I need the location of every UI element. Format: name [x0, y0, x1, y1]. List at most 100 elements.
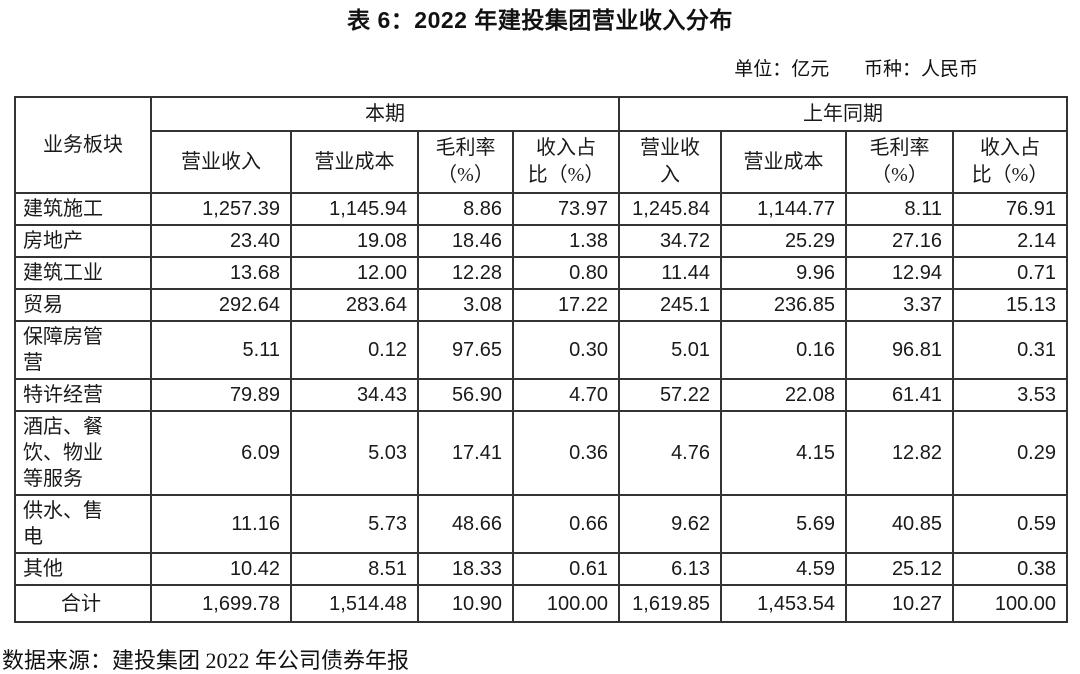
value-cell: 96.81: [845, 320, 954, 380]
value-cell: 2.14: [952, 224, 1068, 258]
value-cell: 0.38: [952, 552, 1068, 586]
segment-cell: 合计: [14, 584, 152, 623]
value-cell: 56.90: [417, 378, 514, 412]
value-cell: 236.85: [720, 288, 847, 322]
segment-cell: 供水、售 电: [14, 494, 152, 554]
value-cell: 100.00: [952, 584, 1068, 623]
value-cell: 8.86: [417, 192, 514, 226]
segment-cell: 贸易: [14, 288, 152, 322]
segment-cell: 特许经营: [14, 378, 152, 412]
table-total-row: 合计 1,699.78 1,514.48 10.90 100.00 1,619.85 1,4…: [14, 584, 1068, 623]
value-cell: 5.73: [290, 494, 419, 554]
value-cell: 8.51: [290, 552, 419, 586]
table-row: 贸易 292.64 283.64 3.08 17.22 245.1 236.85 3.37 15…: [14, 288, 1068, 322]
segment-cell: 建筑施工: [14, 192, 152, 226]
value-cell: 73.97: [512, 192, 620, 226]
table-row: 保障房管 营 5.11 0.12 97.65 0.30 5.01 0.16 96.81 0.31: [14, 320, 1068, 380]
value-cell: 9.62: [618, 494, 722, 554]
value-cell: 22.08: [720, 378, 847, 412]
value-cell: 0.12: [290, 320, 419, 380]
value-cell: 6.09: [150, 410, 292, 496]
header-columns-row: 营业收入 营业成本 毛利率 （%） 收入占 比（%） 营业收 入 营业成本 毛利…: [15, 130, 1068, 194]
value-cell: 48.66: [417, 494, 514, 554]
value-cell: 5.01: [618, 320, 722, 380]
value-cell: 11.16: [150, 494, 292, 554]
value-cell: 0.16: [720, 320, 847, 380]
value-cell: 1.38: [512, 224, 620, 258]
value-cell: 4.15: [720, 410, 847, 496]
value-cell: 1,144.77: [720, 192, 847, 226]
value-cell: 0.36: [512, 410, 620, 496]
value-cell: 9.96: [720, 256, 847, 290]
unit-note: 单位：亿元 币种：人民币: [0, 59, 1080, 81]
value-cell: 79.89: [150, 378, 292, 412]
table-row: 供水、售 电 11.16 5.73 48.66 0.66 9.62 5.69 40.85 0.5…: [14, 494, 1068, 554]
currency-label: 币种：人民币: [863, 59, 978, 80]
segment-cell: 房地产: [14, 224, 152, 258]
unit-label: 单位：亿元: [734, 59, 830, 80]
value-cell: 17.22: [512, 288, 620, 322]
value-cell: 10.27: [845, 584, 954, 623]
value-cell: 25.12: [845, 552, 954, 586]
value-cell: 27.16: [845, 224, 954, 258]
value-cell: 4.76: [618, 410, 722, 496]
column-header-revenue-prior: 营业收 入: [618, 130, 722, 194]
source-note: 数据来源：建投集团 2022 年公司债券年报: [2, 648, 410, 673]
value-cell: 283.64: [290, 288, 419, 322]
value-cell: 0.71: [952, 256, 1068, 290]
value-cell: 0.66: [512, 494, 620, 554]
value-cell: 245.1: [618, 288, 722, 322]
value-cell: 100.00: [512, 584, 620, 623]
table-row: 建筑工业 13.68 12.00 12.28 0.80 11.44 9.96 12.94 0.7…: [14, 256, 1068, 290]
value-cell: 0.59: [952, 494, 1068, 554]
value-cell: 5.69: [720, 494, 847, 554]
column-header-segment: 业务板块: [14, 96, 152, 194]
segment-cell: 其他: [14, 552, 152, 586]
value-cell: 0.31: [952, 320, 1068, 380]
column-header-margin-current: 毛利率 （%）: [417, 130, 514, 194]
column-header-cost-prior: 营业成本: [720, 130, 847, 194]
value-cell: 97.65: [417, 320, 514, 380]
value-cell: 5.11: [150, 320, 292, 380]
value-cell: 15.13: [952, 288, 1068, 322]
table-row: 其他 10.42 8.51 18.33 0.61 6.13 4.59 25.12 0.38: [14, 552, 1068, 586]
value-cell: 3.53: [952, 378, 1068, 412]
value-cell: 19.08: [290, 224, 419, 258]
value-cell: 11.44: [618, 256, 722, 290]
table-row: 房地产 23.40 19.08 18.46 1.38 34.72 25.29 27.16 2.1…: [14, 224, 1068, 258]
value-cell: 18.46: [417, 224, 514, 258]
value-cell: 23.40: [150, 224, 292, 258]
column-header-margin-prior: 毛利率 （%）: [845, 130, 954, 194]
value-cell: 4.70: [512, 378, 620, 412]
revenue-distribution-table: 业务板块 本期 上年同期 营业收入 营业成本 毛利率 （%） 收入占 比（%） …: [14, 96, 1068, 623]
value-cell: 0.29: [952, 410, 1068, 496]
value-cell: 0.30: [512, 320, 620, 380]
value-cell: 8.11: [845, 192, 954, 226]
value-cell: 10.42: [150, 552, 292, 586]
segment-cell: 建筑工业: [14, 256, 152, 290]
value-cell: 12.00: [290, 256, 419, 290]
value-cell: 0.80: [512, 256, 620, 290]
value-cell: 18.33: [417, 552, 514, 586]
value-cell: 34.72: [618, 224, 722, 258]
table-row: 建筑施工 1,257.39 1,145.94 8.86 73.97 1,245.84 1,1…: [14, 192, 1068, 226]
value-cell: 1,619.85: [618, 584, 722, 623]
value-cell: 3.37: [845, 288, 954, 322]
segment-cell: 保障房管 营: [14, 320, 152, 380]
column-header-cost-current: 营业成本: [290, 130, 419, 194]
value-cell: 25.29: [720, 224, 847, 258]
header-group-row: 业务板块 本期 上年同期: [14, 96, 1068, 194]
value-cell: 61.41: [845, 378, 954, 412]
value-cell: 13.68: [150, 256, 292, 290]
table-title: 表 6：2022 年建投集团营业收入分布: [347, 7, 733, 33]
value-cell: 1,257.39: [150, 192, 292, 226]
value-cell: 17.41: [417, 410, 514, 496]
value-cell: 1,453.54: [720, 584, 847, 623]
segment-cell: 酒店、餐 饮、物业 等服务: [14, 410, 152, 496]
column-group-prior-period: 上年同期: [618, 96, 1068, 132]
column-header-share-prior: 收入占 比（%）: [952, 130, 1068, 194]
value-cell: 10.90: [417, 584, 514, 623]
table-row: 特许经营 79.89 34.43 56.90 4.70 57.22 22.08 61.41 3.…: [14, 378, 1068, 412]
value-cell: 12.94: [845, 256, 954, 290]
